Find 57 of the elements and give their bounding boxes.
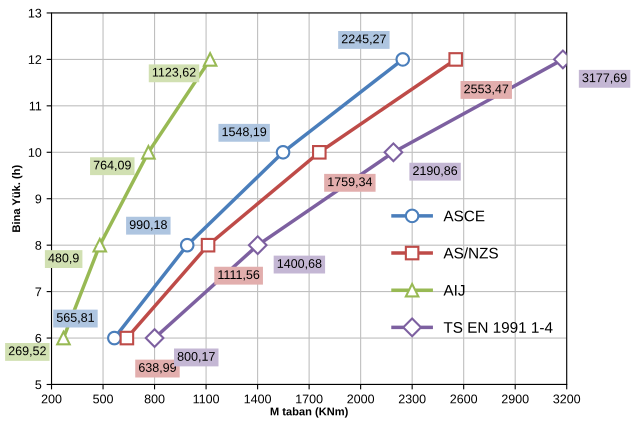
y-tick-label: 13 — [28, 8, 42, 18]
annotation: 2190,86 — [413, 166, 458, 177]
y-axis-title: Bina Yük. (h) — [12, 165, 22, 232]
point — [276, 144, 290, 160]
x-tick-label: 200 — [42, 394, 62, 404]
point — [448, 52, 463, 67]
y-tick-label: 10 — [28, 148, 42, 157]
x-tick-label: 1400 — [244, 394, 272, 404]
y-tick-label: 6 — [35, 334, 42, 343]
x-tick-label: 2000 — [347, 394, 374, 404]
annotation: 1123,62 — [152, 68, 196, 78]
annotation: 480,9 — [48, 254, 79, 264]
point — [312, 144, 327, 160]
annotation: 1759,34 — [328, 177, 372, 188]
point — [120, 330, 134, 346]
y-tick-label: 5 — [35, 380, 42, 390]
annotation: 3177,69 — [582, 73, 627, 84]
y-tick-label: 9 — [35, 194, 42, 204]
y-tick-label: 11 — [30, 102, 42, 110]
point — [56, 330, 71, 346]
x-tick-label: 800 — [144, 394, 164, 404]
annotation: 990,18 — [130, 220, 167, 231]
point — [384, 142, 404, 162]
point — [395, 52, 410, 67]
x-tick-label: 2900 — [502, 394, 529, 404]
point — [144, 328, 164, 348]
annotation: 638,99 — [138, 363, 176, 374]
point — [180, 238, 195, 252]
annotation: 1548,19 — [222, 127, 266, 138]
annotation: 1111,56 — [218, 270, 260, 281]
legend-label: TS EN 1991 1-4 — [444, 322, 553, 333]
point — [107, 330, 122, 346]
annotation: 800,17 — [178, 352, 215, 362]
point — [202, 52, 218, 67]
point — [92, 238, 108, 252]
annotation: 764,09 — [94, 160, 131, 171]
x-tick-label: 2300 — [398, 394, 426, 404]
x-tick-label: 2600 — [450, 394, 478, 404]
x-tick-label: 3200 — [553, 394, 580, 404]
point — [141, 144, 156, 160]
y-tick-label: 7 — [35, 288, 42, 296]
legend-label: ASCE — [443, 210, 484, 222]
legend-label: AIJ — [443, 285, 464, 296]
point — [248, 235, 268, 256]
annotation: 1400,68 — [278, 259, 322, 270]
legend-label: AS/NZS — [443, 247, 498, 259]
y-tick-label: 8 — [35, 240, 42, 250]
annotation: 2553,47 — [464, 84, 508, 95]
point — [200, 238, 216, 252]
x-tick-label: 1700 — [296, 394, 323, 404]
x-tick-label: 500 — [93, 394, 113, 404]
annotation: 269,52 — [8, 346, 46, 357]
x-axis-title: M taban (KNm) — [270, 407, 348, 418]
annotation: 2245,27 — [342, 34, 386, 45]
y-tick-label: 12 — [28, 55, 42, 64]
x-tick-label: 1100 — [194, 394, 220, 404]
annotation: 565,81 — [56, 313, 94, 324]
